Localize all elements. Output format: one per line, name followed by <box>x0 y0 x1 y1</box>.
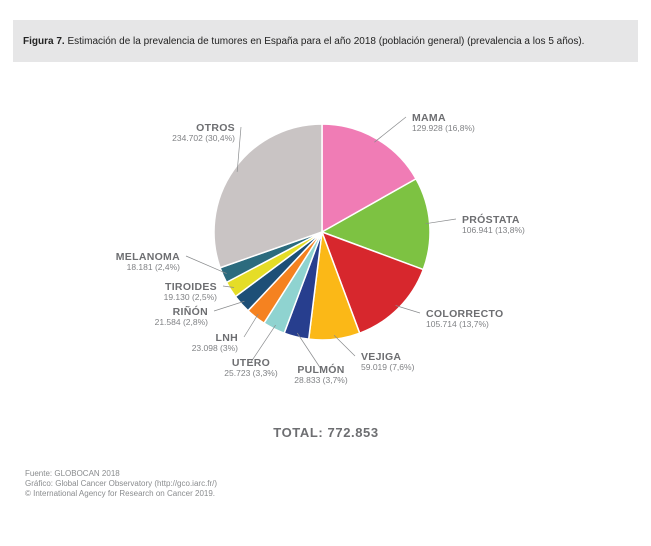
slice-name-label: PRÓSTATA <box>462 213 520 226</box>
slice-name-label: MELANOMA <box>116 251 180 263</box>
slice-value-label: 25.723 (3,3%) <box>224 368 278 378</box>
slice-value-label: 234.702 (30,4%) <box>172 133 235 143</box>
slice-name-label: COLORRECTO <box>426 308 503 320</box>
leader-line-2 <box>425 218 457 225</box>
source-line-3: © International Agency for Research on C… <box>25 489 216 498</box>
leader-line-4 <box>333 335 356 357</box>
leader-lines <box>185 116 457 370</box>
figure-label: Figura 7. <box>23 36 65 47</box>
leader-line-9 <box>222 285 235 288</box>
pie-slice-11 <box>213 123 323 269</box>
slice-value-label: 18.181 (2,4%) <box>127 262 181 272</box>
slice-name-label: UTERO <box>232 357 270 369</box>
slice-value-label: 21.584 (2,8%) <box>155 317 209 327</box>
leader-line-11 <box>236 126 242 172</box>
leader-line-8 <box>213 300 245 312</box>
leader-line-7 <box>243 313 259 338</box>
leader-line-1 <box>374 116 407 143</box>
slice-name-label: PULMÓN <box>297 363 344 376</box>
slice-name-label: LNH <box>216 332 238 344</box>
slice-value-label: 59.019 (7,6%) <box>361 362 415 372</box>
source-notes: Fuente: GLOBOCAN 2018 Gráfico: Global Ca… <box>25 469 217 499</box>
slice-value-label: 23.098 (3%) <box>192 343 238 353</box>
figure-caption-text: Estimación de la prevalencia de tumores … <box>64 36 585 47</box>
leader-line-10 <box>185 255 227 274</box>
source-line-2: Gráfico: Global Cancer Observatory (http… <box>25 479 218 488</box>
pie-slice-1 <box>321 123 418 234</box>
source-line-1: Fuente: GLOBOCAN 2018 <box>25 469 120 478</box>
slice-value-label: 105.714 (13,7%) <box>426 319 489 329</box>
leader-line-3 <box>395 305 421 314</box>
slice-name-label: VEJIGA <box>361 351 401 363</box>
figure-caption: Figura 7. Estimación de la prevalencia d… <box>13 20 638 62</box>
slice-value-label: 106.941 (13,8%) <box>462 225 525 235</box>
slice-value-label: 129.928 (16,8%) <box>412 123 475 133</box>
leader-line-5 <box>296 332 322 370</box>
slice-name-label: OTROS <box>196 122 235 134</box>
slice-value-label: 19.130 (2,5%) <box>164 292 218 302</box>
total-label: TOTAL: 772.853 <box>273 425 378 440</box>
pie-slice-3 <box>320 230 425 335</box>
pie-slices <box>213 123 431 341</box>
leader-line-6 <box>250 324 276 363</box>
slice-name-label: TIROIDES <box>165 281 217 293</box>
slice-name-label: MAMA <box>412 112 446 124</box>
slice-name-label: RIÑÓN <box>173 305 208 318</box>
slice-value-label: 28.833 (3,7%) <box>294 375 348 385</box>
